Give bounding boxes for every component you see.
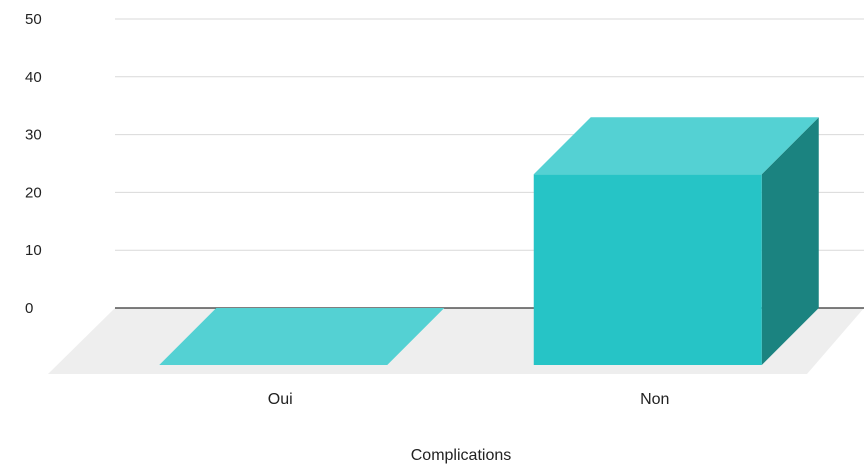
bar-front-face xyxy=(533,174,762,365)
bar-side-face xyxy=(761,117,819,365)
bar-non xyxy=(533,117,819,365)
y-tick-label: 10 xyxy=(25,242,42,259)
y-tick-label: 40 xyxy=(25,69,42,86)
bar-top-face xyxy=(159,308,445,365)
x-category-label: Oui xyxy=(268,391,293,408)
y-tick-label: 50 xyxy=(25,11,42,28)
bar-top-face xyxy=(533,117,819,175)
x-axis-categories: Oui Non xyxy=(268,391,670,408)
bar-oui xyxy=(159,308,445,365)
bars xyxy=(159,117,819,365)
y-axis-ticks: 0 10 20 30 40 50 xyxy=(25,11,42,317)
y-tick-label: 30 xyxy=(25,127,42,144)
y-tick-label: 0 xyxy=(25,300,33,317)
x-category-label: Non xyxy=(640,391,669,408)
y-tick-label: 20 xyxy=(25,184,42,201)
x-axis-title: Complications xyxy=(411,447,511,464)
